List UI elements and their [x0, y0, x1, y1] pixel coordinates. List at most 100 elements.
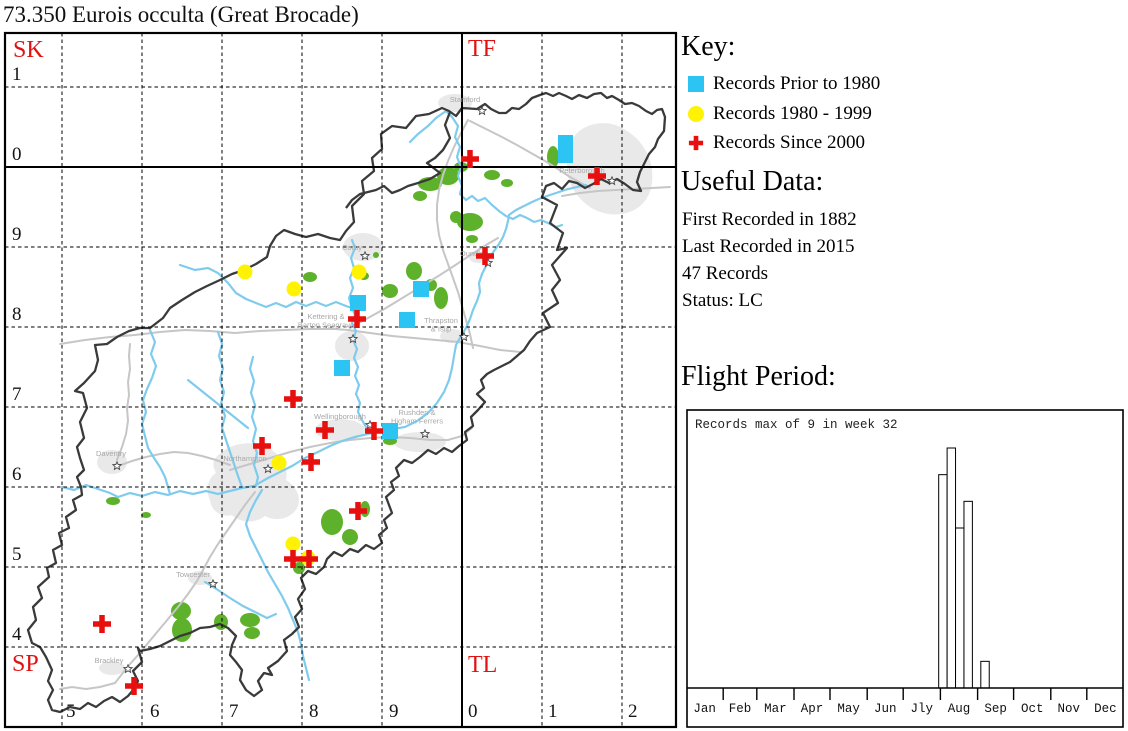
- record-square-prior-1980: [399, 312, 415, 328]
- grid-number: 4: [12, 624, 22, 645]
- town: Thrapston& Islip: [424, 316, 470, 342]
- town-name: Wellingborough: [314, 412, 366, 421]
- record-square-prior-1980: [334, 360, 350, 376]
- town: Kettering &Barton Seagrave: [298, 312, 359, 344]
- record-square-prior-1980: [558, 135, 573, 163]
- wood-patch: [244, 627, 260, 639]
- town-star-icon: [476, 105, 488, 116]
- month-label: Jly: [911, 702, 934, 716]
- road: [59, 682, 116, 691]
- chart-frame: [686, 409, 1124, 728]
- yellow-circle-icon: [688, 106, 704, 122]
- wood-patch: [413, 191, 427, 201]
- wood-patch: [171, 602, 191, 620]
- grid-number: 0: [468, 701, 478, 722]
- map-border: [3, 31, 678, 729]
- town-name: Daventry: [96, 449, 126, 458]
- flight-chart-layers: Records max of 9 in week 32 Jan Feb Mar Apr M…: [686, 409, 1124, 728]
- record-cross-since-2000: [302, 453, 320, 471]
- road: [59, 328, 521, 353]
- road: [117, 450, 231, 467]
- useful-data-heading: Useful Data:: [681, 166, 824, 197]
- flight-bar-week-34: [963, 500, 973, 689]
- month-label: Dec: [1094, 702, 1117, 716]
- record-cross-since-2000: [365, 422, 383, 440]
- river: [248, 355, 260, 488]
- record-cross-since-2000: [588, 167, 606, 185]
- wood-patch: [293, 562, 305, 574]
- town-name: Rushden &: [398, 408, 435, 417]
- grid-number: 2: [628, 701, 638, 722]
- flight-bar-week-32: [946, 447, 957, 689]
- river: [244, 488, 311, 682]
- month-label: Jan: [693, 702, 716, 716]
- flight-period-heading: Flight Period:: [681, 361, 836, 392]
- town-name: Corby: [342, 243, 362, 252]
- flight-period-chart: Records max of 9 in week 32 Jan Feb Mar Apr M…: [686, 409, 1124, 728]
- blue-square-icon: [688, 76, 704, 92]
- wood-patch: [141, 512, 151, 518]
- grid-letter: TL: [468, 652, 497, 678]
- key-item-prior-1980: Records Prior to 1980: [688, 73, 880, 95]
- river: [178, 263, 354, 310]
- grid-number: 6: [150, 701, 160, 722]
- month-label: Jun: [874, 702, 897, 716]
- urban-area: [394, 432, 446, 452]
- grid-letter: SP: [12, 651, 39, 677]
- town: Brackley: [95, 656, 134, 674]
- grid-number: 7: [12, 384, 22, 405]
- town-star-icon: [458, 331, 470, 342]
- status-text: Status: LC: [682, 290, 763, 311]
- woodland-patches: [106, 146, 559, 642]
- town: Northampton: [223, 454, 274, 474]
- month-label: Mar: [764, 702, 787, 716]
- key-heading: Key:: [681, 31, 736, 62]
- town: Peterborough: [559, 166, 618, 186]
- record-markers: [93, 135, 606, 695]
- record-cross-since-2000: [316, 421, 334, 439]
- chart-annotation: Records max of 9 in week 32: [695, 418, 898, 432]
- wood-patch: [342, 529, 358, 545]
- road: [436, 119, 474, 349]
- red-cross-icon: [688, 135, 704, 151]
- town-name: Peterborough: [559, 166, 604, 175]
- town: Rushden &Higham Ferrers: [391, 408, 443, 439]
- river: [203, 580, 278, 620]
- town-star-icon: [419, 428, 431, 439]
- record-circle-1980-1999: [285, 536, 301, 552]
- flight-bar-week-33: [955, 527, 965, 689]
- key-item-label: Records 1980 - 1999: [713, 103, 872, 124]
- wood-patch: [172, 618, 192, 642]
- distribution-map: Stamford Peterborough Oundle Corby Kettering…: [3, 31, 678, 729]
- map-layers: Stamford Peterborough Oundle Corby Kettering…: [3, 31, 678, 729]
- month-label: Feb: [729, 702, 752, 716]
- river: [216, 330, 244, 489]
- wood-patch: [406, 262, 422, 280]
- month-label: Nov: [1058, 702, 1081, 716]
- record-square-prior-1980: [382, 423, 398, 439]
- town-name: Higham Ferrers: [391, 417, 443, 426]
- wood-patch: [484, 170, 500, 180]
- road: [469, 120, 591, 189]
- record-cross-since-2000: [284, 550, 302, 568]
- record-cross-since-2000: [125, 677, 143, 695]
- urban-area: [99, 661, 125, 675]
- county-outline: [26, 91, 667, 714]
- town-name: Barton Seagrave: [298, 321, 354, 330]
- month-label: Aug: [948, 702, 971, 716]
- river: [186, 378, 250, 430]
- wood-patch: [457, 213, 483, 231]
- town-name: & Islip: [431, 325, 451, 334]
- key-item-1980-1999: Records 1980 - 1999: [688, 103, 872, 125]
- key-item-label: Records Prior to 1980: [713, 73, 881, 94]
- record-cross-since-2000: [300, 550, 318, 568]
- roads: [59, 119, 671, 691]
- record-cross-since-2000: [349, 502, 367, 520]
- record-square-prior-1980: [413, 281, 429, 297]
- month-label: Oct: [1021, 702, 1044, 716]
- grid-number: 1: [12, 64, 22, 85]
- town-labels: Stamford Peterborough Oundle Corby Kettering…: [95, 95, 618, 674]
- road: [114, 491, 256, 684]
- grid-number: 0: [12, 144, 22, 165]
- town-name: Stamford: [450, 95, 480, 104]
